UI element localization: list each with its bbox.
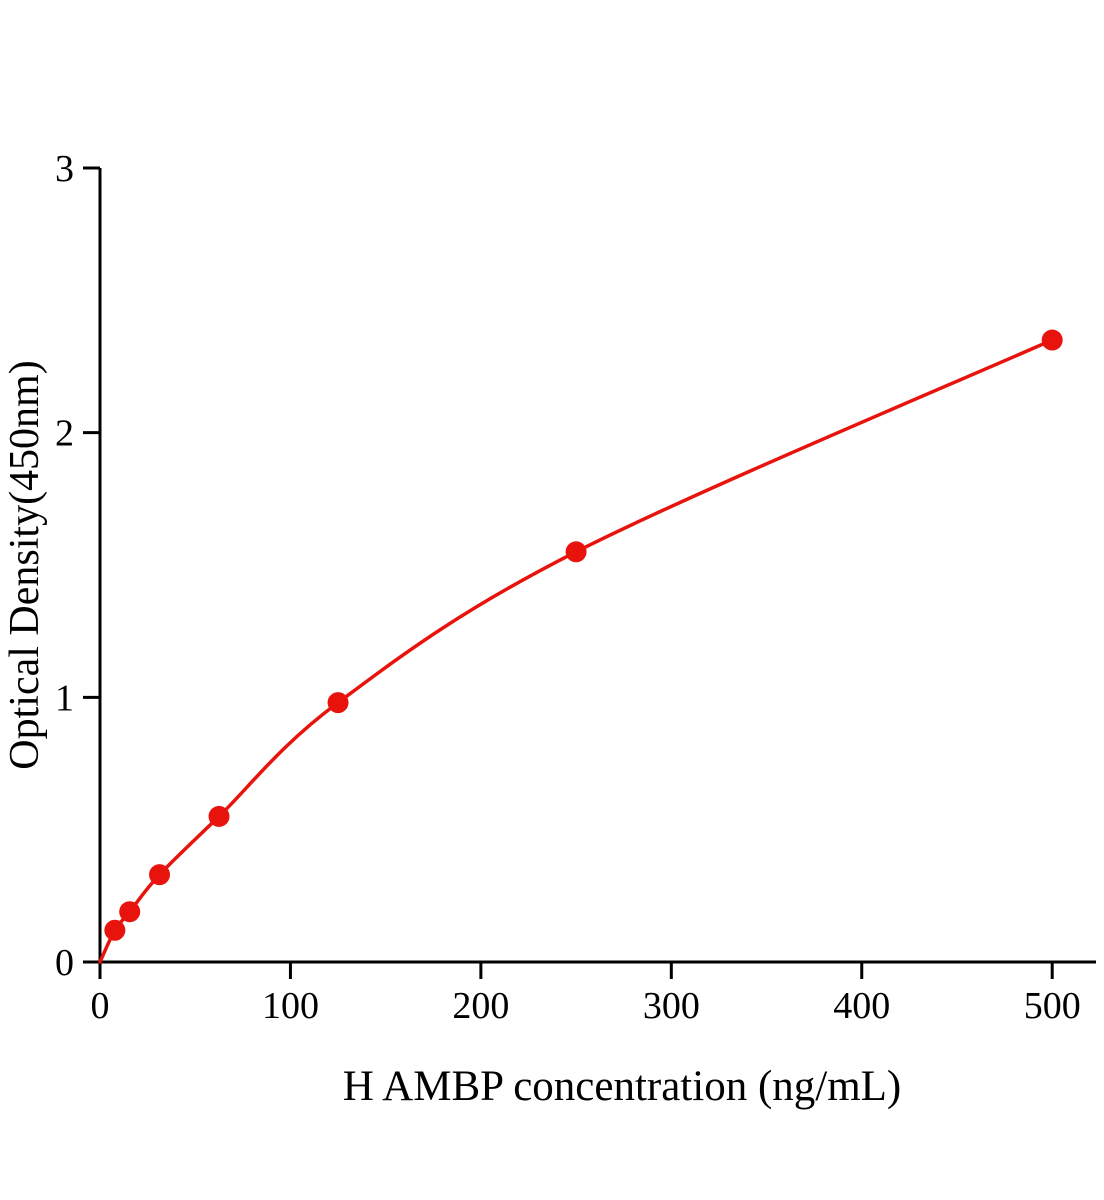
data-point xyxy=(119,901,141,923)
data-point xyxy=(565,541,587,563)
y-tick-label: 2 xyxy=(55,413,74,455)
y-tick-label: 3 xyxy=(55,148,74,190)
x-tick-label: 400 xyxy=(833,985,890,1027)
y-tick-label: 1 xyxy=(55,677,74,719)
x-tick-label: 0 xyxy=(91,985,110,1027)
data-point xyxy=(104,919,126,941)
y-tick-label: 0 xyxy=(55,942,74,984)
x-tick-label: 200 xyxy=(452,985,509,1027)
data-point xyxy=(208,805,230,827)
y-axis-title: Optical Density(450nm) xyxy=(2,360,48,769)
x-tick-label: 100 xyxy=(262,985,319,1027)
data-point xyxy=(149,864,171,886)
x-tick-label: 300 xyxy=(643,985,700,1027)
data-point xyxy=(327,692,349,714)
x-axis-title: H AMBP concentration (ng/mL) xyxy=(343,1063,902,1110)
data-point xyxy=(1041,329,1063,351)
x-tick-label: 500 xyxy=(1024,985,1081,1027)
standard-curve-line xyxy=(98,338,1054,964)
